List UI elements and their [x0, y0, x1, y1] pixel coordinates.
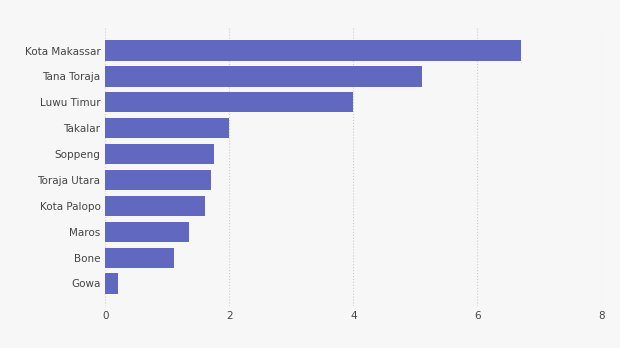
Bar [105, 196, 205, 216]
Bar [105, 222, 189, 242]
Bar [105, 144, 214, 164]
Bar [105, 274, 118, 294]
Bar [105, 247, 174, 268]
Bar [105, 170, 211, 190]
Bar [105, 118, 229, 138]
Bar [105, 66, 422, 87]
Bar [105, 40, 521, 61]
Bar [105, 92, 353, 112]
